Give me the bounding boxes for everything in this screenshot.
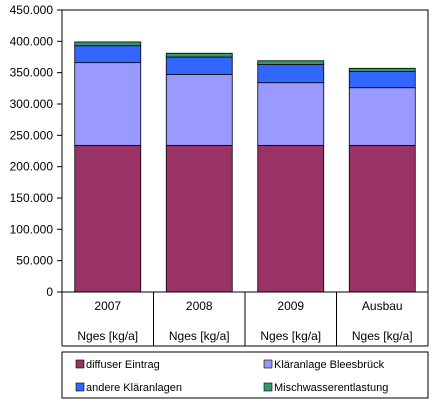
bar-segment xyxy=(348,71,416,89)
category-sublabel: Nges [kg/a] xyxy=(169,329,230,343)
legend-box xyxy=(61,351,429,399)
bar-segment xyxy=(165,74,233,146)
legend-swatch xyxy=(263,382,273,392)
bar-segment xyxy=(348,67,416,72)
y-tick-label: 100.000 xyxy=(10,222,54,236)
y-tick-label: 200.000 xyxy=(10,160,54,174)
bar-segment xyxy=(74,62,142,146)
y-axis-ticks: 0 50.000 100.000 150.000 200.000 250.000 300.0… xyxy=(10,3,62,299)
legend-label: Kläranlage Bleesbrück xyxy=(274,359,385,371)
bar-segment xyxy=(74,144,142,293)
bar-segment xyxy=(165,56,233,75)
legend: diffuser Eintrag Kläranlage Bleesbrück and… xyxy=(61,351,429,399)
category-label: 2007 xyxy=(94,299,121,313)
bar-segment xyxy=(257,64,325,84)
category-label: Ausbau xyxy=(362,299,403,313)
y-tick-label: 0 xyxy=(46,285,53,299)
bar-segment xyxy=(257,144,325,293)
y-tick-label: 250.000 xyxy=(10,128,54,142)
category-label: 2008 xyxy=(186,299,213,313)
category-table: 2007 Nges [kg/a] 2008 Nges [kg/a] 2009 Nges [… xyxy=(61,292,429,347)
y-tick-label: 300.000 xyxy=(10,97,54,111)
bars xyxy=(74,41,416,293)
y-tick-label: 400.000 xyxy=(10,34,54,48)
legend-swatch xyxy=(75,382,85,392)
bar-segment xyxy=(257,60,325,65)
category-sublabel: Nges [kg/a] xyxy=(77,329,138,343)
bar-segment xyxy=(348,87,416,146)
bar-segment xyxy=(74,41,142,47)
legend-label: andere Kläranlagen xyxy=(86,382,182,394)
bar-segment xyxy=(348,144,416,293)
bar-segment xyxy=(74,45,142,64)
legend-label: diffuser Eintrag xyxy=(86,359,160,371)
category-sublabel: Nges [kg/a] xyxy=(260,329,321,343)
y-tick-label: 50.000 xyxy=(16,254,53,268)
bar-segment xyxy=(257,82,325,146)
y-tick-label: 150.000 xyxy=(10,191,54,205)
y-tick-label: 350.000 xyxy=(10,66,54,80)
bar-segment xyxy=(165,144,233,293)
legend-swatch xyxy=(75,359,85,369)
category-sublabel: Nges [kg/a] xyxy=(352,329,413,343)
bar-segment xyxy=(165,52,233,58)
category-label: 2009 xyxy=(277,299,304,313)
legend-swatch xyxy=(263,359,273,369)
legend-label: Mischwasserentlastung xyxy=(274,382,388,394)
y-tick-label: 450.000 xyxy=(10,3,54,17)
